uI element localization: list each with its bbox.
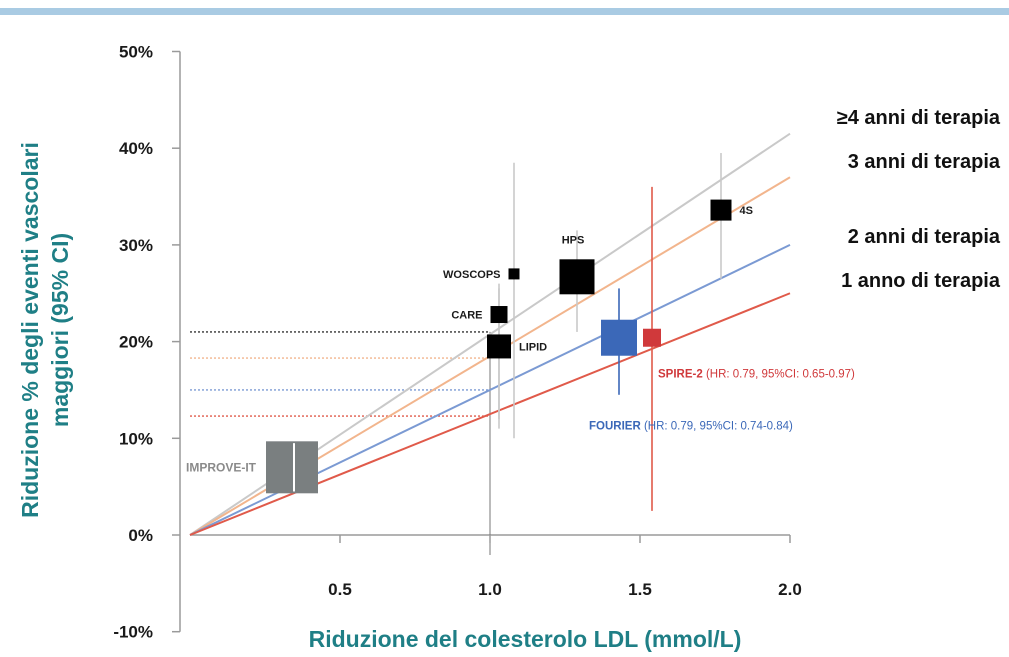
trial-marker: [508, 268, 520, 280]
trend-line: [189, 292, 791, 536]
annotation-name: SPIRE-2: [658, 368, 703, 380]
trial-label: HPS: [562, 234, 585, 246]
trial-annotation: FOURIER (HR: 0.79, 95%CI: 0.74-0.84): [589, 421, 793, 433]
trial-marker: [601, 319, 637, 356]
reference-guides: [190, 331, 490, 417]
trend-line-label: ≥4 anni di terapia: [837, 107, 1001, 129]
y-axis-label: Riduzione % degli eventi vascolari maggio…: [17, 142, 73, 518]
trial-label: LIPID: [519, 341, 547, 353]
trial-marker: [559, 259, 595, 295]
x-tick-label: 2.0: [778, 580, 802, 599]
y-tick-label: 40%: [119, 139, 153, 158]
annotation-detail: (HR: 0.79, 95%CI: 0.74-0.84): [641, 421, 793, 433]
y-tick-label: 30%: [119, 236, 153, 255]
y-tick-label: 0%: [128, 526, 153, 545]
y-axis-label-line2: maggiori (95% CI): [47, 233, 73, 427]
y-tick-label: 20%: [119, 333, 153, 352]
annotation-detail: (HR: 0.79, 95%CI: 0.65-0.97): [703, 368, 855, 380]
trial-marker: [710, 199, 732, 221]
top-accent-bar: [0, 8, 1009, 15]
trial-label: 4S: [740, 205, 753, 217]
x-tick-label: 1.5: [628, 580, 652, 599]
trend-line-label: 1 anno di terapia: [841, 270, 1001, 292]
trial-label: WOSCOPS: [443, 269, 500, 281]
x-axis-label: Riduzione del colesterolo LDL (mmol/L): [309, 626, 742, 652]
trial-annotation: SPIRE-2 (HR: 0.79, 95%CI: 0.65-0.97): [658, 368, 855, 380]
y-tick-label: 50%: [119, 43, 153, 62]
trial-marker: [490, 306, 508, 324]
trial-marker: [487, 334, 511, 359]
trial-label: IMPROVE-IT: [186, 460, 257, 474]
trend-line-label: 2 anni di terapia: [848, 226, 1001, 248]
y-tick-label: -10%: [113, 623, 153, 642]
y-axis-label-line1: Riduzione % degli eventi vascolari: [17, 142, 43, 518]
trial-label: CARE: [451, 310, 482, 322]
x-tick-label: 1.0: [478, 580, 502, 599]
axes: 0.5 1.0 1.5 2.0 50% 40% 30% 20% 10% 0% -10%: [113, 43, 802, 642]
chart-labels: Riduzione del colesterolo LDL (mmol/L) Ri…: [17, 107, 1001, 652]
trial-marker: [266, 441, 318, 494]
trend-line-label: 3 anni di terapia: [848, 151, 1001, 173]
y-tick-label: 10%: [119, 429, 153, 448]
trial-markers: [266, 199, 732, 494]
trial-marker: [643, 328, 661, 347]
x-tick-label: 0.5: [328, 580, 352, 599]
annotation-name: FOURIER: [589, 421, 641, 433]
